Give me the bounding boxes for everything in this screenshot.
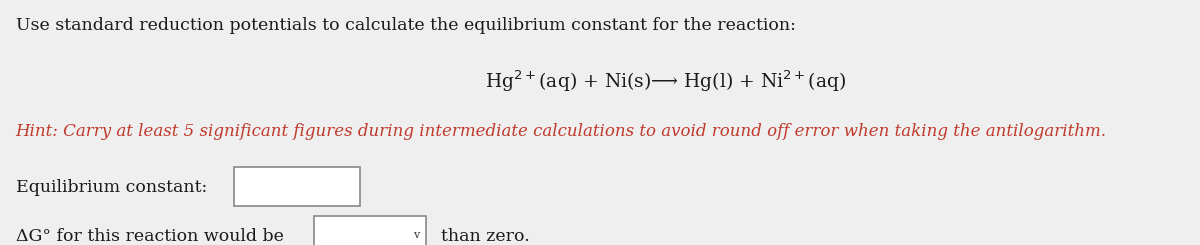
FancyBboxPatch shape [314, 216, 426, 245]
Text: Hint: Carry at least 5 significant figures during intermediate calculations to a: Hint: Carry at least 5 significant figur… [16, 122, 1106, 139]
Text: v: v [413, 230, 419, 240]
Text: Equilibrium constant:: Equilibrium constant: [16, 179, 206, 196]
Text: than zero.: than zero. [430, 228, 529, 245]
Text: Hg$^{2+}$(aq) + Ni(s)⟶ Hg(l) + Ni$^{2+}$(aq): Hg$^{2+}$(aq) + Ni(s)⟶ Hg(l) + Ni$^{2+}$… [486, 69, 846, 94]
Text: Use standard reduction potentials to calculate the equilibrium constant for the : Use standard reduction potentials to cal… [16, 17, 796, 34]
FancyBboxPatch shape [234, 167, 360, 206]
Text: ΔG° for this reaction would be: ΔG° for this reaction would be [16, 228, 283, 245]
